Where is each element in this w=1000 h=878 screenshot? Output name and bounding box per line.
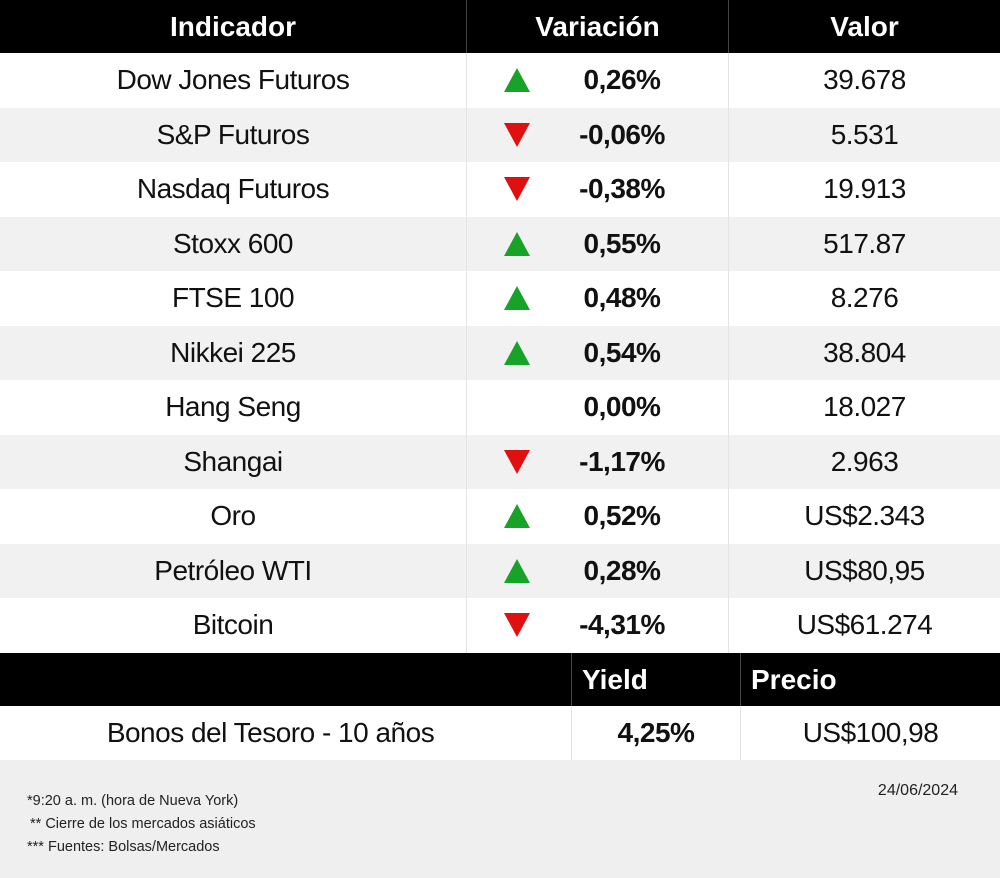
bond-yield: 4,25%	[571, 706, 740, 760]
header-price: Precio	[740, 653, 1000, 706]
indicator-value: 517.87	[728, 216, 1000, 271]
header-indicator: Indicador	[169, 10, 296, 42]
variation-percent: -1,17%	[579, 445, 665, 477]
indicator-value: US$61.274	[728, 598, 1000, 653]
table-row: Bitcoin -4,31% US$61.274	[0, 598, 1000, 653]
indicator-name: Oro	[210, 500, 256, 532]
bonds-header-spacer	[0, 653, 571, 706]
indicator-value: 38.804	[728, 325, 1000, 380]
footnote-time: *9:20 a. m. (hora de Nueva York)	[27, 793, 239, 809]
triangle-down-icon	[504, 177, 530, 202]
bond-name: Bonos del Tesoro - 10 años	[106, 717, 435, 748]
indicator-name: Dow Jones Futuros	[116, 64, 350, 96]
table-row: Nikkei 225 0,54% 38.804	[0, 325, 1000, 380]
bond-row: Bonos del Tesoro - 10 años 4,25% US$100,…	[0, 706, 1000, 760]
triangle-up-icon	[504, 558, 530, 583]
table-row: Stoxx 600 0,55% 517.87	[0, 216, 1000, 271]
triangle-up-icon	[504, 504, 530, 529]
variation-percent: 0,00%	[583, 391, 661, 423]
variation-cell: 0,28%	[466, 543, 728, 598]
table-header: Indicador Variación Valor	[0, 0, 1000, 53]
variation-cell: 0,48%	[466, 271, 728, 326]
variation-cell: 0,26%	[466, 53, 728, 108]
variation-cell: 0,54%	[466, 325, 728, 380]
variation-cell: 0,52%	[466, 489, 728, 544]
indicator-name: Hang Seng	[165, 391, 301, 423]
variation-percent: 0,55%	[583, 227, 661, 259]
variation-cell: -1,17%	[466, 434, 728, 489]
variation-percent: -0,06%	[579, 118, 665, 150]
indicator-value: 2.963	[728, 434, 1000, 489]
footer: *9:20 a. m. (hora de Nueva York) ** Cier…	[0, 760, 1000, 878]
table-row: Oro 0,52% US$2.343	[0, 489, 1000, 544]
indicator-name: Stoxx 600	[172, 227, 294, 259]
indicator-table-body: Dow Jones Futuros 0,26% 39.678 S&P Futuros -…	[0, 53, 1000, 653]
variation-cell: 0,55%	[466, 216, 728, 271]
indicator-name: Shangai	[183, 445, 283, 477]
indicator-name: Bitcoin	[192, 609, 274, 641]
bond-price: US$100,98	[740, 706, 1000, 760]
footer-date: 24/06/2024	[877, 782, 958, 799]
indicator-value: 5.531	[728, 107, 1000, 162]
variation-percent: -0,38%	[579, 173, 665, 205]
triangle-up-icon	[504, 286, 530, 311]
variation-percent: 0,52%	[583, 500, 661, 532]
table-row: Nasdaq Futuros -0,38% 19.913	[0, 162, 1000, 217]
variation-percent: 0,48%	[583, 282, 661, 314]
indicator-value: US$80,95	[728, 543, 1000, 598]
variation-percent: -4,31%	[579, 609, 665, 641]
table-row: S&P Futuros -0,06% 5.531	[0, 107, 1000, 162]
triangle-up-icon	[504, 68, 530, 93]
triangle-up-icon	[504, 231, 530, 256]
bond-name-cell: Bonos del Tesoro - 10 años	[0, 706, 571, 760]
variation-cell: -4,31%	[466, 598, 728, 653]
indicator-name: FTSE 100	[171, 282, 295, 314]
indicator-value: 39.678	[728, 53, 1000, 108]
variation-percent: 0,54%	[583, 336, 661, 368]
table-row: Dow Jones Futuros 0,26% 39.678	[0, 53, 1000, 108]
bonds-header: Yield Precio	[0, 653, 1000, 706]
variation-cell: -0,06%	[466, 107, 728, 162]
table-row: Hang Seng 0,00% 18.027	[0, 380, 1000, 435]
indicator-value: 18.027	[728, 380, 1000, 435]
footnote-sources: *** Fuentes: Bolsas/Mercados	[27, 839, 220, 855]
variation-percent: 0,28%	[583, 554, 661, 586]
variation-cell: 0,00%	[466, 380, 728, 435]
indicator-value: 19.913	[728, 162, 1000, 217]
footnote-asian-markets: ** Cierre de los mercados asiáticos	[30, 816, 256, 832]
header-value: Valor	[728, 0, 1000, 53]
table-row: FTSE 100 0,48% 8.276	[0, 271, 1000, 326]
indicator-name: S&P Futuros	[156, 118, 310, 150]
header-variation: Variación	[466, 0, 728, 53]
footer-notes: *9:20 a. m. (hora de Nueva York) ** Cier…	[27, 790, 256, 859]
triangle-down-icon	[504, 613, 530, 638]
indicator-name: Nikkei 225	[170, 336, 296, 368]
indicator-name: Petróleo WTI	[154, 554, 312, 586]
indicator-value: 8.276	[728, 271, 1000, 326]
triangle-down-icon	[504, 122, 530, 147]
indicator-value: US$2.343	[728, 489, 1000, 544]
header-yield: Yield	[571, 653, 740, 706]
table-row: Shangai -1,17% 2.963	[0, 434, 1000, 489]
indicator-name: Nasdaq Futuros	[136, 173, 330, 205]
table-row: Petróleo WTI 0,28% US$80,95	[0, 543, 1000, 598]
variation-percent: 0,26%	[583, 64, 661, 96]
variation-cell: -0,38%	[466, 162, 728, 217]
triangle-up-icon	[504, 340, 530, 365]
triangle-down-icon	[504, 449, 530, 474]
